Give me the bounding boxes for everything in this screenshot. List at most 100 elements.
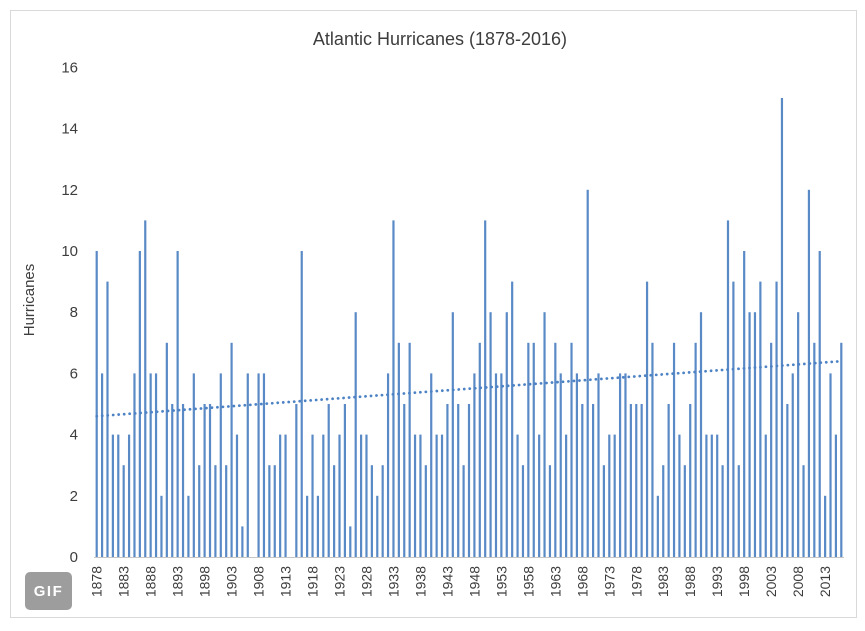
bar bbox=[532, 342, 535, 557]
bar bbox=[694, 342, 697, 557]
x-tick-label: 1918 bbox=[305, 566, 321, 597]
bar bbox=[386, 373, 390, 557]
bar bbox=[408, 342, 411, 557]
bar bbox=[273, 465, 276, 557]
bar bbox=[430, 373, 433, 557]
bar bbox=[165, 342, 168, 557]
bar bbox=[473, 373, 476, 557]
x-tick-label: 1928 bbox=[359, 566, 375, 597]
y-tick-label: 8 bbox=[70, 304, 78, 321]
bar bbox=[467, 404, 471, 557]
bar bbox=[640, 404, 643, 557]
x-tick-label: 1993 bbox=[709, 566, 725, 597]
x-tick-label: 1888 bbox=[143, 566, 159, 597]
gif-badge[interactable]: GIF bbox=[25, 572, 72, 610]
y-tick-label: 2 bbox=[70, 488, 78, 505]
bar bbox=[618, 373, 622, 557]
bar bbox=[575, 373, 579, 557]
y-tick-label: 0 bbox=[70, 549, 78, 566]
bar bbox=[306, 495, 309, 557]
x-tick-label: 1988 bbox=[682, 566, 698, 597]
x-tick-label: 1983 bbox=[655, 566, 671, 597]
bar bbox=[786, 404, 789, 557]
bar bbox=[651, 342, 654, 557]
bar bbox=[548, 465, 552, 557]
bar bbox=[181, 404, 185, 557]
y-tick-label: 16 bbox=[61, 59, 78, 76]
bar bbox=[807, 189, 811, 558]
x-tick-label: 1978 bbox=[628, 566, 644, 597]
bar bbox=[527, 342, 530, 557]
bar bbox=[716, 434, 719, 557]
bar bbox=[100, 373, 104, 557]
y-tick-label: 12 bbox=[61, 182, 78, 199]
bar bbox=[565, 434, 568, 557]
bar bbox=[241, 526, 244, 557]
bar bbox=[743, 251, 746, 557]
bar bbox=[413, 434, 417, 557]
bar bbox=[775, 281, 778, 557]
x-tick-label: 1933 bbox=[386, 566, 402, 597]
bar bbox=[300, 251, 303, 557]
bar bbox=[721, 465, 724, 557]
bar bbox=[359, 434, 363, 557]
bar bbox=[538, 434, 541, 557]
bar bbox=[257, 373, 260, 557]
bar bbox=[214, 465, 217, 557]
bar bbox=[732, 281, 735, 557]
bar bbox=[392, 220, 395, 557]
bar bbox=[753, 312, 757, 557]
bar bbox=[748, 312, 751, 557]
bar bbox=[171, 404, 174, 557]
bar bbox=[608, 434, 611, 557]
bar bbox=[316, 495, 320, 557]
x-tick-label: 1908 bbox=[251, 566, 267, 597]
bar bbox=[370, 465, 373, 557]
bar bbox=[176, 251, 179, 557]
x-tick-label: 1883 bbox=[116, 566, 132, 597]
bar bbox=[338, 434, 341, 557]
bar bbox=[592, 404, 595, 557]
bar bbox=[834, 434, 838, 557]
bar bbox=[154, 373, 158, 557]
bar bbox=[122, 465, 125, 557]
x-tick-label: 1898 bbox=[197, 566, 213, 597]
bar bbox=[419, 434, 422, 557]
bar bbox=[376, 495, 379, 557]
x-tick-label: 1953 bbox=[493, 566, 509, 597]
x-tick-label: 1943 bbox=[439, 566, 455, 597]
bar bbox=[235, 434, 239, 557]
bar bbox=[656, 495, 659, 557]
bar bbox=[451, 312, 454, 557]
bar bbox=[322, 434, 325, 557]
bar bbox=[311, 434, 314, 557]
bar bbox=[149, 373, 152, 557]
bar bbox=[484, 220, 487, 557]
bar bbox=[343, 404, 346, 557]
x-tick-label: 1938 bbox=[412, 566, 428, 597]
bar bbox=[629, 404, 632, 557]
bar bbox=[397, 342, 400, 557]
bar bbox=[705, 434, 708, 557]
bar bbox=[699, 312, 703, 557]
bar bbox=[333, 465, 336, 557]
bar bbox=[521, 465, 525, 557]
bar bbox=[144, 220, 147, 557]
bar bbox=[662, 465, 665, 557]
bar bbox=[635, 404, 638, 557]
bar bbox=[230, 342, 233, 557]
y-axis-title: Hurricanes bbox=[21, 264, 38, 337]
bar bbox=[192, 373, 195, 557]
x-tick-label: 2008 bbox=[790, 566, 806, 597]
x-tick-label: 1923 bbox=[332, 566, 348, 597]
bar bbox=[737, 465, 740, 557]
bar bbox=[516, 434, 519, 557]
bar bbox=[570, 342, 573, 557]
bar bbox=[770, 342, 773, 557]
bar bbox=[586, 189, 589, 558]
bar bbox=[764, 434, 767, 557]
bar bbox=[295, 404, 298, 557]
y-tick-label: 6 bbox=[70, 365, 78, 382]
